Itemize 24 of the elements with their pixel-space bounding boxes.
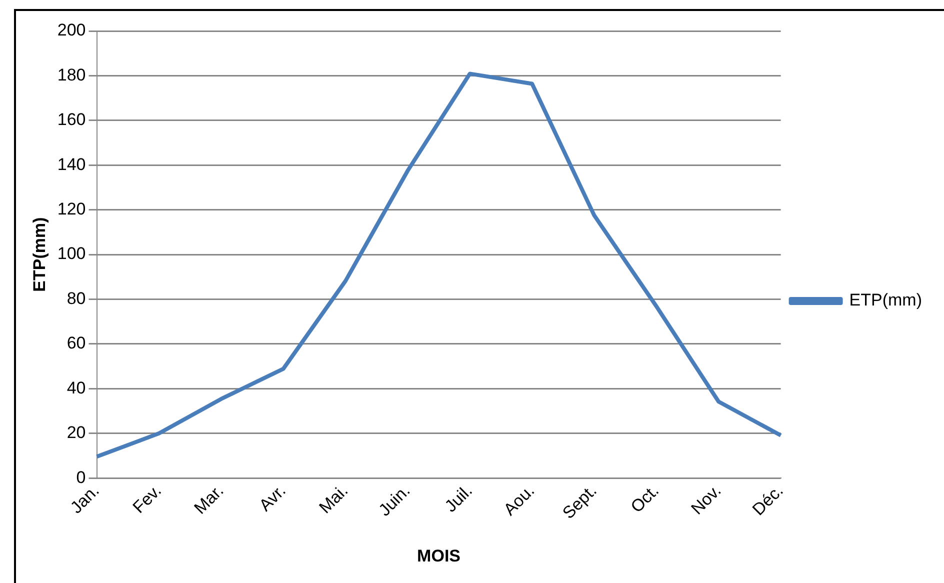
y-axis-title: ETP(mm) bbox=[30, 217, 49, 292]
x-axis-title: MOIS bbox=[417, 546, 461, 566]
x-tick-label: Juin. bbox=[374, 481, 414, 520]
x-tick-label: Mai. bbox=[315, 481, 352, 518]
y-tick-label: 120 bbox=[57, 200, 86, 219]
x-tick-label: Fev. bbox=[129, 481, 166, 517]
y-tick-label: 180 bbox=[57, 65, 86, 84]
y-tick-label: 80 bbox=[66, 288, 86, 308]
x-tick-label: Mar. bbox=[190, 481, 228, 518]
y-tick-label: 0 bbox=[76, 468, 86, 487]
legend-label: ETP(mm) bbox=[849, 290, 922, 310]
y-tick-label: 40 bbox=[66, 378, 86, 398]
x-tick-label: Aou. bbox=[500, 481, 538, 520]
x-tick-label: Juil. bbox=[441, 481, 476, 516]
y-tick-label: 20 bbox=[66, 423, 86, 442]
y-tick-label: 200 bbox=[57, 20, 86, 40]
y-tick-label: 100 bbox=[57, 244, 86, 264]
x-tick-label: Avr. bbox=[256, 481, 290, 515]
x-tick-label: Nov. bbox=[687, 481, 725, 518]
y-tick-label: 140 bbox=[57, 154, 86, 174]
x-tick-label: Déc. bbox=[748, 481, 787, 520]
y-tick-label: 160 bbox=[57, 110, 86, 130]
y-tick-label: 60 bbox=[66, 334, 86, 353]
x-tick-label: Oct. bbox=[627, 481, 663, 517]
